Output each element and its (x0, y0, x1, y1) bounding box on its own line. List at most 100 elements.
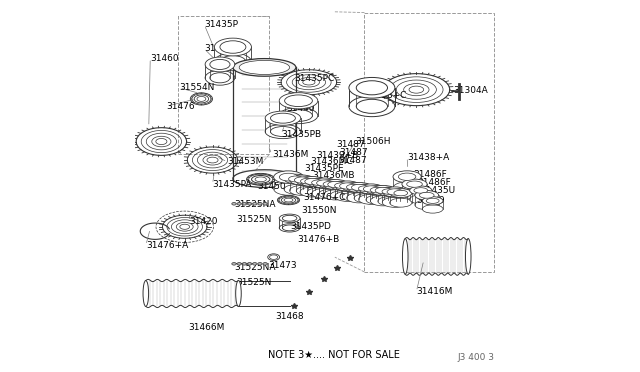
Ellipse shape (237, 203, 241, 205)
Ellipse shape (205, 70, 235, 85)
Text: 31435PA: 31435PA (212, 180, 252, 189)
Ellipse shape (278, 200, 279, 201)
Ellipse shape (214, 38, 252, 56)
Ellipse shape (342, 192, 364, 201)
Ellipse shape (356, 99, 387, 113)
Text: 31554N: 31554N (179, 83, 214, 92)
Text: 31506H: 31506H (355, 137, 390, 146)
Ellipse shape (278, 198, 280, 199)
Ellipse shape (258, 202, 262, 205)
Text: 31487: 31487 (338, 155, 367, 164)
Ellipse shape (301, 179, 314, 184)
Ellipse shape (288, 195, 289, 196)
Ellipse shape (264, 203, 267, 205)
Ellipse shape (378, 197, 400, 206)
Text: 31468: 31468 (276, 312, 304, 321)
Ellipse shape (349, 77, 395, 98)
Text: 31453M: 31453M (227, 157, 264, 166)
Ellipse shape (253, 202, 257, 205)
Ellipse shape (296, 186, 319, 195)
Ellipse shape (271, 126, 296, 137)
Ellipse shape (354, 194, 376, 203)
Ellipse shape (284, 185, 308, 194)
Ellipse shape (382, 189, 396, 194)
Ellipse shape (269, 175, 271, 176)
Ellipse shape (210, 101, 212, 102)
Ellipse shape (415, 200, 438, 210)
Ellipse shape (312, 178, 337, 188)
Ellipse shape (248, 181, 250, 182)
Ellipse shape (279, 224, 300, 232)
Ellipse shape (197, 93, 198, 94)
Text: 31476+B: 31476+B (298, 235, 340, 244)
Ellipse shape (265, 111, 301, 125)
Ellipse shape (248, 202, 252, 205)
Text: 31416M: 31416M (417, 287, 452, 296)
Ellipse shape (393, 171, 421, 183)
Ellipse shape (243, 203, 246, 205)
Ellipse shape (253, 203, 256, 205)
Ellipse shape (281, 197, 296, 203)
Ellipse shape (328, 182, 344, 187)
Ellipse shape (378, 187, 400, 196)
Ellipse shape (290, 185, 315, 196)
Ellipse shape (289, 176, 303, 182)
Text: 31439: 31439 (417, 196, 445, 205)
Ellipse shape (323, 190, 348, 200)
Ellipse shape (237, 263, 241, 265)
Text: 31436M: 31436M (272, 150, 308, 159)
Ellipse shape (143, 280, 148, 307)
Ellipse shape (296, 177, 319, 186)
Ellipse shape (247, 179, 248, 180)
Ellipse shape (232, 263, 236, 264)
Ellipse shape (406, 181, 422, 187)
Ellipse shape (232, 202, 236, 205)
Ellipse shape (274, 183, 303, 195)
Ellipse shape (419, 192, 434, 198)
Ellipse shape (387, 189, 403, 195)
Text: 31473: 31473 (268, 261, 297, 270)
Text: 31435PD: 31435PD (291, 222, 332, 231)
Text: 31486F: 31486F (413, 170, 447, 179)
Ellipse shape (279, 173, 298, 181)
Ellipse shape (253, 263, 256, 264)
Ellipse shape (248, 263, 252, 265)
Ellipse shape (402, 189, 427, 199)
Ellipse shape (269, 255, 278, 259)
Ellipse shape (248, 263, 251, 264)
Ellipse shape (273, 179, 275, 180)
Ellipse shape (220, 41, 246, 53)
Ellipse shape (263, 263, 268, 265)
Ellipse shape (358, 186, 372, 191)
Text: J3 400 3: J3 400 3 (457, 353, 494, 362)
Ellipse shape (305, 179, 321, 185)
Ellipse shape (426, 198, 439, 203)
Ellipse shape (282, 225, 297, 231)
Ellipse shape (390, 198, 412, 207)
Text: 31438+A: 31438+A (407, 153, 449, 161)
Ellipse shape (422, 205, 443, 213)
Ellipse shape (415, 190, 438, 200)
Text: 31435PC: 31435PC (294, 74, 334, 83)
Ellipse shape (243, 263, 246, 264)
Ellipse shape (201, 93, 202, 94)
Ellipse shape (317, 180, 332, 186)
Ellipse shape (330, 191, 353, 200)
Ellipse shape (233, 58, 296, 76)
Ellipse shape (364, 186, 379, 192)
Ellipse shape (265, 184, 266, 185)
Ellipse shape (205, 57, 235, 72)
Ellipse shape (410, 186, 432, 195)
Ellipse shape (393, 182, 421, 194)
Ellipse shape (340, 183, 355, 189)
Text: 31460: 31460 (150, 54, 179, 62)
Ellipse shape (237, 202, 241, 205)
Text: 31476+C: 31476+C (303, 193, 346, 202)
Ellipse shape (263, 202, 268, 205)
Ellipse shape (205, 104, 206, 105)
Ellipse shape (354, 184, 376, 193)
Ellipse shape (375, 187, 391, 193)
Ellipse shape (271, 113, 296, 123)
Text: 31476+A: 31476+A (146, 241, 188, 250)
Text: 31436MA: 31436MA (308, 181, 350, 190)
